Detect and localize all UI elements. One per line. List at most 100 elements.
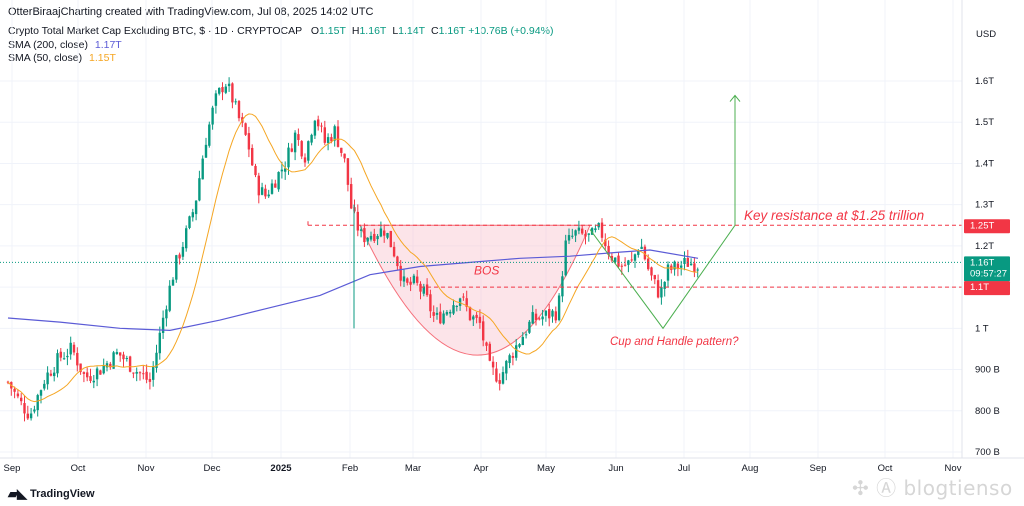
candle [409,276,412,292]
sma200-line [7,249,699,332]
legend-title-row: Crypto Total Market Cap Excluding BTC, $… [8,25,553,39]
candle [251,144,254,167]
candle [13,386,16,399]
candle [386,232,389,240]
candle [280,161,284,179]
candle [79,363,82,375]
candle [152,361,155,387]
candle [439,303,442,325]
candle [89,368,92,384]
candle [396,255,399,271]
candle [62,352,66,360]
candle [231,82,234,109]
candle [158,326,161,360]
candle [214,90,218,114]
price-axis: USD 700 B 800 B 900 B 1 T 1.2T 1.3T 1.4T 1.5T 1.6… [961,0,1010,458]
candle [581,224,584,235]
candle [343,153,346,163]
candle [181,241,185,261]
candle [211,105,214,130]
candle [630,251,633,263]
candle [534,308,538,326]
candle [303,153,307,167]
candle [449,309,452,318]
candle [99,369,102,375]
candle [43,379,46,391]
ohlc-value: +10.76B (+0.94%) [468,25,554,37]
y-tick-label: 1.5T [975,117,994,128]
sma200-label: SMA (200, close) [8,38,88,51]
candle [237,100,241,122]
candle [610,252,614,263]
candle [270,179,274,195]
candle [132,372,135,379]
candle [650,266,653,281]
candle [208,121,211,148]
candle [406,277,409,286]
candle [148,372,152,390]
price-lines [0,204,962,329]
candle [72,342,76,356]
arrow-head-icon [729,94,741,102]
candle [574,229,577,243]
candle [221,82,224,101]
candle [274,179,277,188]
svg-text:1.16T: 1.16T [970,257,994,268]
candle [277,171,280,192]
candle [29,407,33,421]
resistance-annotation: Key resistance at $1.25 trillion [744,208,924,223]
candle [224,83,227,95]
candle [356,204,359,237]
candle [373,228,376,244]
candle [254,163,257,178]
symbol-title[interactable]: Crypto Total Market Cap Excluding BTC, $… [8,25,302,37]
candle [531,305,534,325]
candle [198,170,201,202]
legend-sma200-row[interactable]: SMA (200, close) 1.17T [8,39,553,53]
candle [660,279,663,305]
candle [66,348,69,366]
candle [326,133,330,151]
candle [59,348,62,362]
candle [56,349,59,378]
svg-text:1.25T: 1.25T [970,220,994,231]
candle [145,364,148,384]
candle [623,257,627,267]
candle [26,405,29,420]
candle [627,259,630,273]
candle [142,365,145,380]
candle [178,252,181,265]
candle [336,120,340,148]
candle [82,371,86,383]
candle [244,122,247,137]
candle [524,331,528,339]
legend-sma50-row[interactable]: SMA (50, close) 1.15T [8,52,553,66]
candle [307,140,310,164]
candle [392,241,396,258]
chart-header: OtterBiraajCharting created with Trading… [8,6,374,18]
candle [416,269,419,286]
candle [359,226,363,238]
candle [39,389,43,404]
annotations: Key resistance at $1.25 trillion BOS Cup a… [474,208,924,348]
candle [429,289,432,318]
y-tick-label: 1 T [975,323,989,334]
currency-label[interactable]: USD [976,29,996,40]
resistance-price-label: 1.25T [964,219,1010,234]
y-tick-label: 1.4T [975,158,994,169]
candle [49,369,53,377]
candle [333,124,336,147]
ohlc-value: 1.15T [319,25,346,37]
candle [320,122,323,133]
candle [363,223,366,247]
tradingview-footer[interactable]: ▰◣ TradingView [8,486,95,502]
candle [538,317,541,321]
watermark-text: blogtienso [903,476,1013,500]
candle [168,280,171,313]
candle [488,341,491,362]
candle [376,234,379,246]
handle-pattern [589,94,741,330]
candle [33,405,36,414]
